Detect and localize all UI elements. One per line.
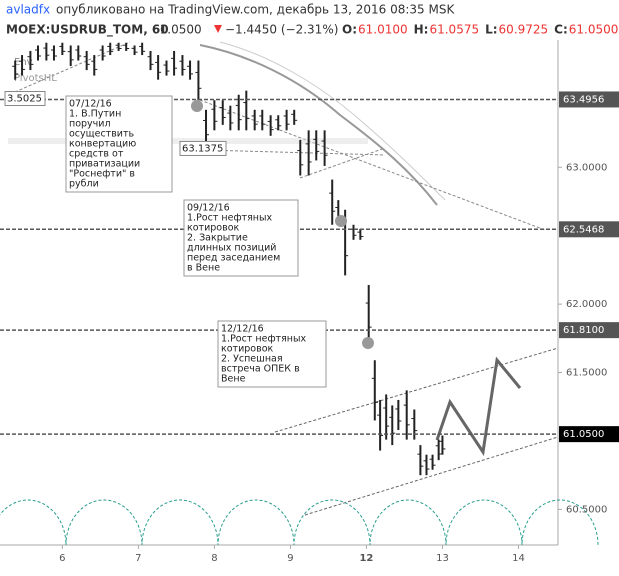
last-price: 61.0500	[152, 23, 202, 37]
ohlc-label: L:	[485, 23, 497, 37]
annotation-line: Вене	[221, 374, 246, 385]
level-box	[559, 426, 619, 443]
level-box	[559, 91, 619, 108]
x-tick-label: 7	[135, 553, 141, 564]
level-label: 61.0500	[563, 429, 604, 440]
annotation-line: приватизации	[69, 159, 140, 170]
annotation-line: 2. Закрытие	[187, 233, 248, 244]
marker	[335, 215, 347, 227]
published: опубликовано на TradingView.com, декабрь…	[56, 3, 455, 17]
annotation-date: 09/12/16	[187, 203, 230, 214]
x-tick-label: 6	[59, 553, 65, 564]
channel-lower	[304, 436, 559, 516]
annotation-line: 1.Рост нефтяных	[187, 213, 273, 224]
level-label: 61.8100	[563, 325, 604, 336]
level-box	[559, 322, 619, 339]
annotation-line: средств от	[69, 149, 124, 160]
level-label: 63.4956	[563, 94, 604, 105]
price-label-box	[179, 140, 227, 156]
x-tick-label: 14	[512, 553, 525, 564]
ohlc-label: C:	[554, 23, 568, 37]
x-tick-label: 13	[436, 553, 449, 564]
ohlc-value: 61.0575	[429, 23, 479, 37]
level-label: 62.5468	[563, 224, 604, 235]
x-tick-label: 9	[287, 553, 293, 564]
ohlc-label: H:	[414, 23, 429, 37]
moving-average-2	[219, 41, 446, 201]
indicator: PivotsHL	[14, 73, 57, 84]
annotation-line: рубли	[69, 179, 99, 190]
trend-line	[204, 149, 386, 156]
annotation-line: конвертацию	[69, 139, 136, 150]
annotation-line: котировок	[221, 344, 274, 355]
annotation-line: в Вене	[187, 263, 220, 274]
annotation-box	[217, 320, 327, 388]
price-label: 3.5025	[7, 94, 42, 105]
ohlc-value: 61.0500	[569, 23, 619, 37]
moving-average	[199, 44, 438, 206]
annotation-box	[183, 199, 299, 277]
annotation-line: 2. Успешная	[221, 354, 283, 365]
indicator: Env	[14, 57, 33, 68]
marker	[191, 100, 203, 112]
ohlc-label: O:	[342, 23, 357, 37]
price-label: 63.1375	[182, 143, 223, 154]
annotation-line: осуществить	[69, 129, 135, 140]
annotation-line: поручил	[69, 119, 111, 130]
ohlc-value: 61.0100	[358, 23, 408, 37]
x-tick-label: 12	[359, 553, 373, 564]
annotation-line: котировок	[187, 223, 240, 234]
y-tick-label: 63.0000	[566, 162, 607, 173]
ohlc-value: 60.9725	[499, 23, 549, 37]
annotation-line: длинных позиций	[187, 243, 276, 254]
annotation-date: 12/12/16	[221, 324, 264, 335]
x-tick-label: 8	[211, 553, 217, 564]
trend-line	[14, 41, 131, 93]
annotation-line: 1. В.Путин	[69, 109, 121, 120]
annotation-date: 07/12/16	[69, 99, 112, 110]
change: −1.4450 (−2.31%)	[225, 23, 338, 37]
level-box	[559, 221, 619, 238]
trend-line	[199, 99, 546, 231]
marker	[362, 337, 374, 349]
cycle-arcs	[0, 499, 599, 546]
y-tick-label: 61.5000	[566, 368, 607, 379]
annotation-line: "Роснефти" в	[69, 169, 135, 180]
down-arrow	[214, 25, 222, 33]
symbol: MOEX:USDRUB_TOM, 60	[6, 23, 169, 38]
annotation-box	[65, 95, 173, 193]
trend-line	[299, 147, 386, 179]
annotation-line: встреча ОПЕК в	[221, 364, 300, 375]
y-tick-label: 60.5000	[566, 504, 607, 515]
price-label-box	[4, 91, 46, 107]
user[interactable]: avladfx	[6, 3, 50, 17]
y-tick-label: 62.0000	[566, 299, 607, 310]
annotation-line: перед заседанием	[187, 253, 280, 264]
channel-upper	[274, 347, 559, 433]
annotation-line: 1.Рост нефтяных	[221, 334, 307, 345]
projection	[435, 356, 522, 457]
